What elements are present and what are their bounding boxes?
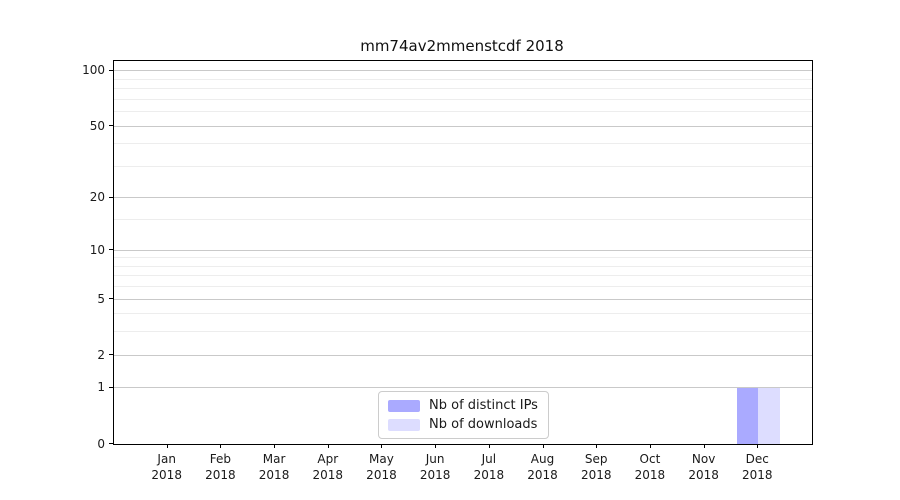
x-tick-year: 2018 [580, 468, 612, 482]
minor-gridline [114, 265, 812, 267]
minor-gridline [114, 286, 812, 288]
x-tick-month: Apr [317, 452, 339, 466]
y-tick-mark [109, 125, 113, 127]
y-tick-label: 50 [89, 118, 105, 133]
x-tick-year: 2018 [527, 468, 558, 482]
minor-gridline [114, 331, 812, 333]
x-tick-mark [703, 444, 705, 448]
x-tick-month: May [369, 452, 394, 466]
major-gridline [114, 298, 812, 300]
legend-label-downloads: Nb of downloads [429, 417, 538, 432]
legend: Nb of distinct IPs Nb of downloads [378, 391, 549, 439]
minor-gridline [114, 313, 812, 315]
y-tick-label: 5 [97, 291, 105, 306]
legend-swatch-distinct-ips [388, 399, 420, 412]
bar-distinct-ips [736, 387, 759, 444]
x-tick-mark [757, 444, 759, 448]
y-tick-mark [109, 196, 113, 198]
x-tick-label: Nov 2018 [688, 451, 719, 483]
y-tick-label: 1 [97, 380, 105, 395]
y-tick-mark [109, 298, 113, 300]
y-tick-label: 0 [97, 436, 105, 451]
x-tick-label: Jun 2018 [420, 451, 451, 483]
x-tick-label: Mar 2018 [259, 451, 290, 483]
chart-title: mm74av2mmenstcdf 2018 [360, 37, 564, 55]
x-tick-mark [274, 444, 276, 448]
x-tick-year: 2018 [688, 468, 719, 482]
x-tick-year: 2018 [258, 468, 290, 482]
minor-gridline [114, 275, 812, 277]
x-tick-year: 2018 [366, 468, 397, 482]
x-tick-month: Oct [639, 452, 661, 466]
x-tick-year: 2018 [742, 468, 773, 482]
x-tick-mark [488, 444, 490, 448]
x-tick-month: Feb [209, 452, 231, 466]
minor-gridline [114, 88, 812, 90]
major-gridline [114, 197, 812, 199]
minor-gridline [114, 78, 812, 80]
major-gridline [114, 249, 812, 251]
x-tick-mark [542, 444, 544, 448]
x-tick-label: Dec 2018 [742, 451, 773, 483]
minor-gridline [114, 111, 812, 113]
minor-gridline [114, 257, 812, 259]
x-tick-year: 2018 [419, 468, 451, 482]
major-gridline [114, 387, 812, 389]
x-tick-label: Sep 2018 [581, 451, 612, 483]
x-tick-label: Feb 2018 [205, 451, 236, 483]
legend-label-distinct-ips: Nb of distinct IPs [429, 398, 538, 413]
x-tick-label: Apr 2018 [312, 451, 343, 483]
x-tick-label: Jul 2018 [474, 451, 505, 483]
x-tick-month: Nov [691, 452, 716, 466]
x-tick-mark [166, 444, 168, 448]
y-tick-mark [109, 69, 113, 71]
minor-gridline [114, 143, 812, 145]
x-tick-month: Dec [745, 452, 769, 466]
y-tick-label: 100 [82, 63, 105, 78]
y-tick-mark [109, 354, 113, 356]
x-tick-month: Jun [425, 452, 445, 466]
x-tick-month: Jul [481, 452, 497, 466]
x-tick-year: 2018 [634, 468, 666, 482]
x-tick-mark [220, 444, 222, 448]
x-tick-label: Aug 2018 [527, 451, 558, 483]
minor-gridline [114, 165, 812, 167]
x-tick-mark [596, 444, 598, 448]
y-tick-label: 2 [97, 347, 105, 362]
x-tick-year: 2018 [205, 468, 236, 482]
x-tick-year: 2018 [151, 468, 182, 482]
x-tick-month: Sep [584, 452, 608, 466]
x-tick-label: Jan 2018 [151, 451, 182, 483]
y-tick-mark [109, 386, 113, 388]
minor-gridline [114, 98, 812, 100]
x-tick-year: 2018 [473, 468, 505, 482]
x-tick-label: May 2018 [366, 451, 397, 483]
x-tick-mark [649, 444, 651, 448]
bar-downloads [758, 387, 780, 444]
y-tick-label: 20 [89, 190, 105, 205]
legend-item-distinct-ips: Nb of distinct IPs [388, 398, 538, 413]
major-gridline [114, 70, 812, 72]
plot-area: Nb of distinct IPs Nb of downloads [113, 60, 813, 445]
y-tick-label: 10 [89, 242, 105, 257]
x-tick-month: Mar [262, 452, 286, 466]
minor-gridline [114, 219, 812, 221]
x-tick-month: Jan [157, 452, 176, 466]
x-tick-mark [381, 444, 383, 448]
major-gridline [114, 125, 812, 127]
y-tick-mark [109, 249, 113, 251]
y-tick-mark [109, 443, 113, 444]
x-tick-label: Oct 2018 [635, 451, 666, 483]
x-tick-year: 2018 [312, 468, 344, 482]
legend-swatch-downloads [388, 418, 420, 431]
x-tick-mark [327, 444, 329, 448]
x-tick-month: Aug [530, 452, 555, 466]
legend-item-downloads: Nb of downloads [388, 417, 538, 432]
x-tick-mark [435, 444, 437, 448]
major-gridline [114, 354, 812, 356]
